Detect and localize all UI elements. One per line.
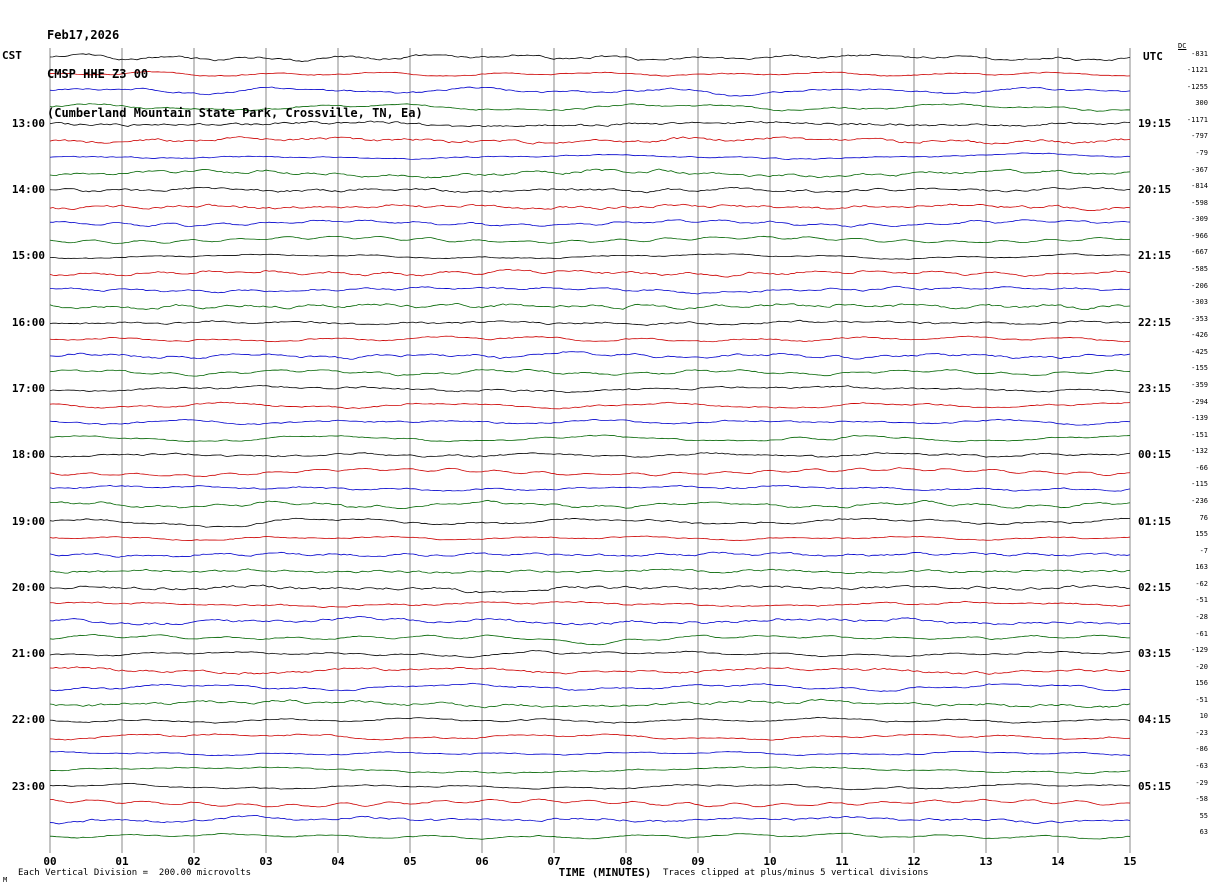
seismogram-trace-row-34 [49,615,1131,626]
seismogram-trace-row-43 [49,766,1131,774]
seismogram-trace-row-3 [49,103,1131,112]
seismogram-trace-row-5 [49,136,1131,145]
seismogram-trace-row-41 [49,733,1131,741]
seismogram-trace-row-44 [49,783,1131,791]
seismogram-trace-row-42 [49,750,1131,756]
seismogram-trace-row-1 [49,70,1131,77]
seismogram-trace-row-26 [49,484,1131,492]
seismogram-trace-row-33 [49,600,1131,608]
seismogram-trace-row-15 [49,303,1131,310]
seismogram-trace-row-11 [49,235,1131,245]
title-block: Feb17,2026 CMSP HHE Z3 00 (Cumberland Mo… [47,3,423,146]
seismogram-trace-row-12 [49,253,1131,260]
seismogram-trace-row-32 [49,584,1131,594]
seismogram-trace-row-36 [49,650,1131,658]
seismogram-trace-row-9 [49,203,1131,211]
title-station-id: CMSP HHE Z3 00 [47,67,149,81]
title-date: Feb17,2026 [47,28,120,42]
title-station-location: (Cumberland Mountain State Park, Crossvi… [47,106,423,120]
vertical-scale-note: Each Vertical Division = 200.00 microvol… [18,868,251,878]
seismogram-trace-row-24 [49,452,1131,458]
seismogram-trace-row-29 [49,535,1131,541]
seismogram-trace-row-47 [49,832,1131,840]
seismogram-trace-row-27 [49,499,1131,510]
seismogram-trace-row-16 [49,319,1131,326]
seismogram-trace-row-6 [49,152,1131,160]
clipping-note: Traces clipped at plus/minus 5 vertical … [663,868,929,878]
dc-column-header: DC [1178,42,1187,50]
seismogram-trace-row-0 [49,53,1131,62]
seismogram-trace-row-14 [49,285,1131,295]
seismogram-trace-row-22 [49,418,1131,426]
seismogram-trace-row-2 [49,86,1131,97]
seismogram-trace-row-46 [49,814,1131,825]
seismogram-trace-row-25 [49,467,1131,477]
seismogram-trace-row-8 [49,186,1131,194]
seismogram-trace-row-40 [49,716,1131,724]
seismogram-trace-row-17 [49,335,1131,343]
seismogram-trace-row-37 [49,666,1131,675]
right-axis-timezone-label: UTC [1143,50,1163,63]
seismogram-trace-row-38 [49,682,1131,692]
corner-mark: M [3,876,8,884]
seismogram-trace-row-4 [49,120,1131,128]
seismogram-trace-row-7 [49,168,1131,179]
seismogram-trace-row-10 [49,219,1131,228]
seismogram-trace-row-20 [49,384,1131,393]
seismogram-trace-row-23 [49,434,1131,443]
x-axis-title: TIME (MINUTES) [558,866,652,879]
left-axis-timezone-label: CST [2,49,22,62]
seismogram-trace-row-39 [49,698,1131,709]
seismogram-trace-row-31 [49,568,1131,574]
seismogram-trace-row-35 [49,634,1131,646]
seismogram-trace-row-19 [49,369,1131,377]
seismogram-trace-row-28 [49,517,1131,528]
seismogram-trace-row-21 [49,401,1131,410]
seismogram-trace-row-30 [49,551,1131,558]
seismogram-trace-row-45 [49,798,1131,808]
seismogram-trace-row-18 [49,351,1131,360]
seismogram-trace-row-13 [49,269,1131,278]
